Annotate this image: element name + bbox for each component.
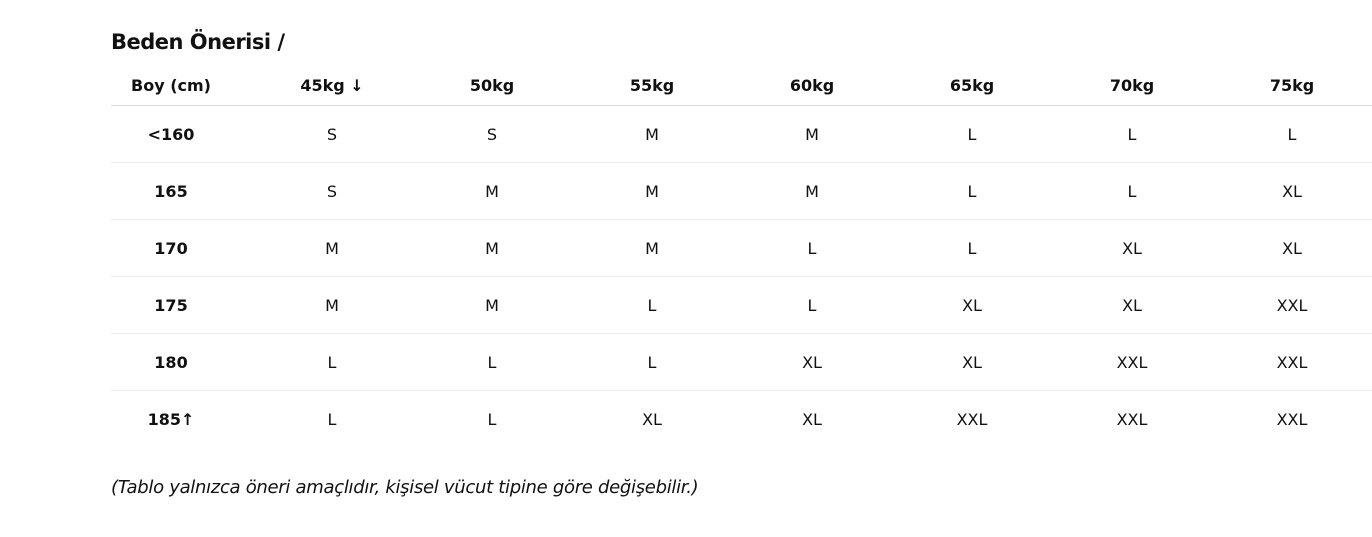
size-cell: XL (1122, 238, 1142, 258)
size-cell: XL (1282, 181, 1302, 201)
disclaimer-note: (Tablo yalnızca öneri amaçlıdır, kişisel… (111, 477, 699, 498)
size-cell: M (645, 238, 659, 258)
size-cell: L (1287, 124, 1297, 144)
header-weight: 75kg (1269, 76, 1315, 95)
size-cell: XXL (1276, 295, 1308, 315)
size-cell: S (486, 124, 498, 144)
size-cell: XL (1122, 295, 1142, 315)
size-cell: M (645, 124, 659, 144)
size-cell: XXL (956, 409, 988, 429)
size-cell: XL (1282, 238, 1302, 258)
header-weight: 65kg (949, 76, 995, 95)
header-weight: 45kg ↓ (300, 76, 364, 95)
size-cell: XL (962, 295, 982, 315)
table-row: 180 L L L XL XL XXL XXL (111, 334, 1372, 391)
table-row: 175 M M L L XL XL XXL (111, 277, 1372, 334)
row-height: <160 (147, 124, 195, 144)
size-cell: L (1127, 181, 1137, 201)
size-cell: L (487, 352, 497, 372)
size-cell: M (645, 181, 659, 201)
header-weight: 50kg (469, 76, 515, 95)
size-cell: L (967, 124, 977, 144)
table-row: 165 S M M M L L XL (111, 163, 1372, 220)
size-cell: L (647, 295, 657, 315)
size-cell: M (485, 295, 499, 315)
size-cell: L (327, 409, 337, 429)
size-cell: M (805, 181, 819, 201)
header-height: Boy (cm) (131, 76, 211, 95)
size-cell: XL (642, 409, 662, 429)
size-cell: L (327, 352, 337, 372)
size-cell: S (326, 124, 338, 144)
row-height: 175 (154, 295, 188, 315)
page-title: Beden Önerisi / (111, 30, 285, 54)
row-height: 170 (154, 238, 188, 258)
size-cell: L (807, 295, 817, 315)
header-weight: 55kg (629, 76, 675, 95)
size-cell: XXL (1276, 352, 1308, 372)
size-cell: L (647, 352, 657, 372)
row-height: 165 (154, 181, 188, 201)
size-cell: L (967, 238, 977, 258)
size-table: Boy (cm) 45kg ↓ 50kg 55kg 60kg 65kg 70kg 75kg <1… (111, 66, 1372, 447)
header-weight: 70kg (1109, 76, 1155, 95)
size-cell: XL (962, 352, 982, 372)
size-cell: L (807, 238, 817, 258)
header-weight: 60kg (789, 76, 835, 95)
size-cell: M (325, 295, 339, 315)
size-cell: L (487, 409, 497, 429)
table-row: <160 S S M M L L L (111, 106, 1372, 163)
size-cell: XXL (1116, 409, 1148, 429)
row-height: 185↑ (147, 409, 195, 429)
size-cell: L (1127, 124, 1137, 144)
table-header-row: Boy (cm) 45kg ↓ 50kg 55kg 60kg 65kg 70kg 75kg (111, 66, 1372, 106)
size-cell: M (485, 181, 499, 201)
row-height: 180 (154, 352, 188, 372)
size-cell: XL (802, 409, 822, 429)
size-cell: M (325, 238, 339, 258)
size-cell: M (805, 124, 819, 144)
size-cell: XXL (1276, 409, 1308, 429)
size-cell: M (485, 238, 499, 258)
size-cell: XXL (1116, 352, 1148, 372)
size-cell: S (326, 181, 338, 201)
size-cell: L (967, 181, 977, 201)
size-cell: XL (802, 352, 822, 372)
table-row: 170 M M M L L XL XL (111, 220, 1372, 277)
table-row: 185↑ L L XL XL XXL XXL XXL (111, 391, 1372, 447)
